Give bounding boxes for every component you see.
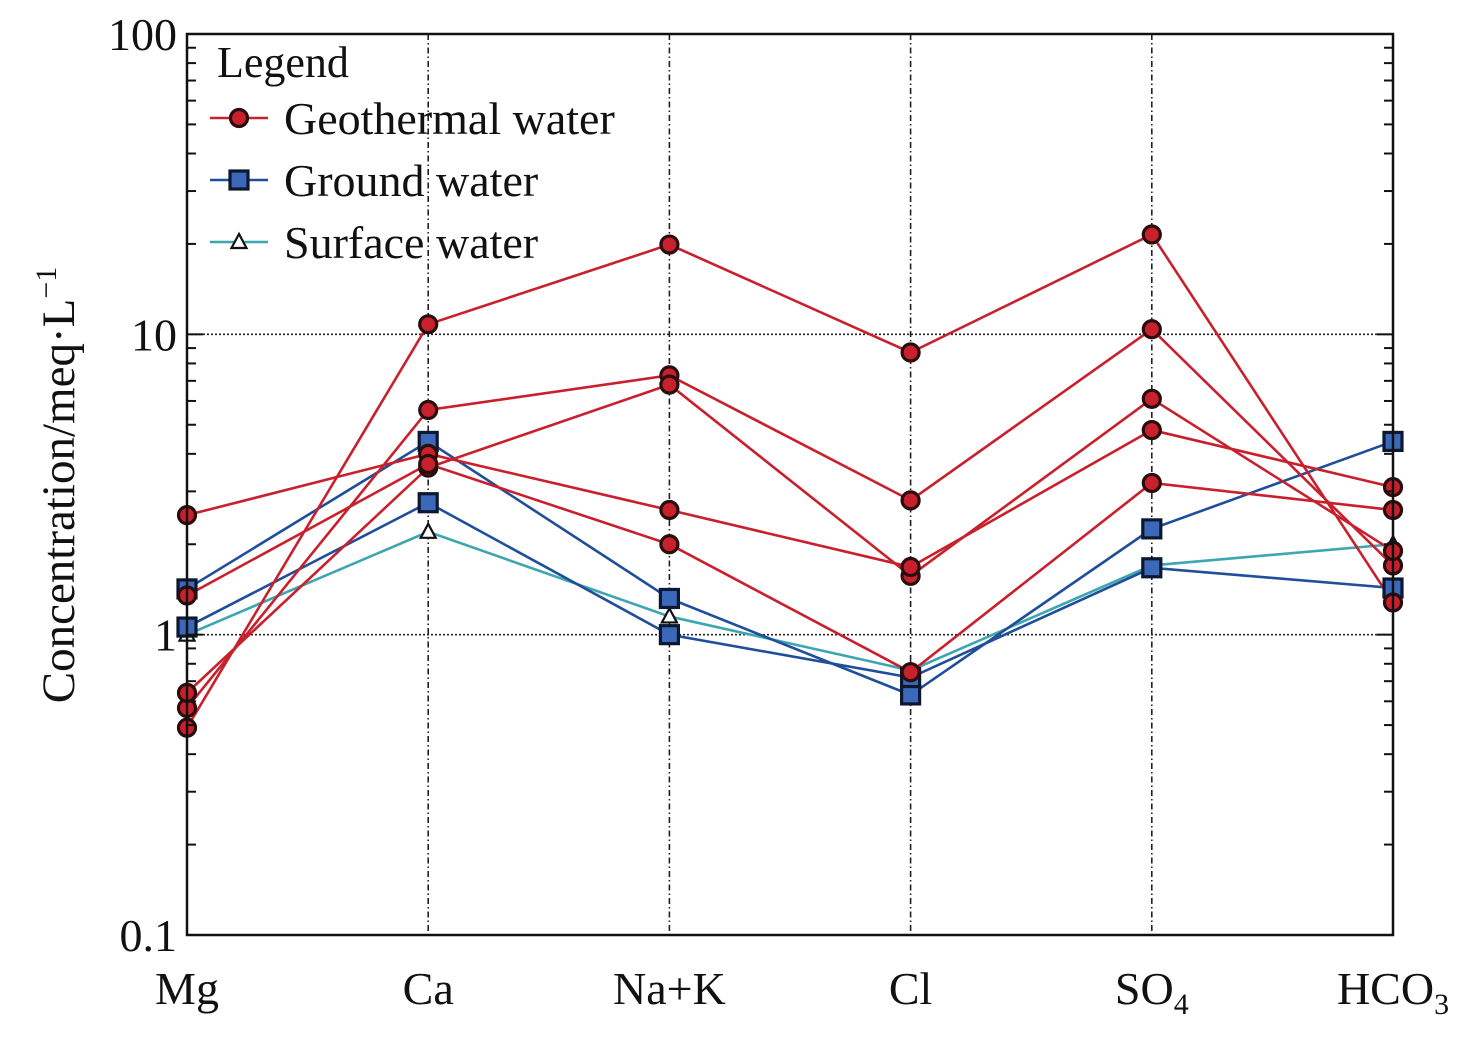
geothermal-series-line <box>185 232 1395 729</box>
x-tick-label: SO4 <box>1115 963 1189 1021</box>
ground-data-point <box>1141 557 1163 579</box>
ground-series-line <box>186 501 1394 679</box>
geothermal-data-point <box>900 662 921 683</box>
x-tick-label: Mg <box>155 963 219 1014</box>
legend-marker <box>228 107 250 129</box>
ground-series-line <box>186 439 1394 697</box>
surface-data-point <box>660 606 679 624</box>
geothermal-data-point <box>659 499 680 521</box>
y-axis-label: Concentration/meq·L−1 <box>30 267 85 704</box>
legend-label: Ground water <box>284 155 538 206</box>
y-tick-label: 10 <box>131 309 177 360</box>
geothermal-data-point <box>1141 224 1162 245</box>
series-lines <box>185 232 1395 729</box>
geothermal-series-line <box>186 462 1394 674</box>
geothermal-data-point <box>418 399 439 421</box>
geothermal-data-point <box>659 534 680 555</box>
ground-data-point <box>1141 518 1163 540</box>
legend-entries: Geothermal water Ground water Surface wate… <box>210 93 615 268</box>
ground-data-point <box>417 492 439 514</box>
geothermal-series-line <box>186 428 1394 569</box>
ground-data-point <box>658 587 681 610</box>
y-tick-label: 100 <box>108 9 177 60</box>
geothermal-data-point <box>900 490 921 511</box>
geothermal-data-point <box>418 453 439 475</box>
series-markers <box>176 224 1404 738</box>
surface-data-point <box>418 521 438 539</box>
geothermal-series-line <box>186 383 1394 694</box>
x-tick-label: HCO3 <box>1337 963 1449 1021</box>
x-tick-label: Na+K <box>613 963 726 1014</box>
geothermal-data-point <box>1141 472 1162 494</box>
legend-label: Geothermal water <box>284 93 615 144</box>
ground-data-point <box>899 684 922 706</box>
geothermal-data-point <box>900 556 921 578</box>
geothermal-data-point <box>659 234 680 255</box>
legend: Legend Geothermal water Ground water Surfa… <box>210 38 615 268</box>
ground-data-point <box>658 624 681 646</box>
x-tick-label: Ca <box>403 963 454 1014</box>
legend-title: Legend <box>217 38 349 87</box>
geothermal-data-point <box>1141 388 1162 409</box>
geothermal-data-point <box>1141 419 1162 441</box>
y-tick-label: 0.1 <box>120 910 178 961</box>
plot-frame <box>185 32 1395 937</box>
y-tick-label: 1 <box>154 610 177 661</box>
legend-label: Surface water <box>284 217 538 268</box>
geothermal-data-point <box>659 374 680 395</box>
geothermal-data-point <box>900 342 921 363</box>
y-axis: 0.1 1 10 100 <box>108 9 1393 961</box>
geothermal-data-point <box>418 314 439 335</box>
x-axis: Mg Ca Na+K Cl SO4 HCO3 <box>155 963 1449 1021</box>
geothermal-data-point <box>1141 319 1162 340</box>
legend-marker <box>229 231 249 250</box>
surface-series-line <box>186 530 1394 672</box>
x-tick-label: Cl <box>889 963 932 1014</box>
legend-marker <box>228 169 250 191</box>
geothermal-series-line <box>185 327 1394 709</box>
